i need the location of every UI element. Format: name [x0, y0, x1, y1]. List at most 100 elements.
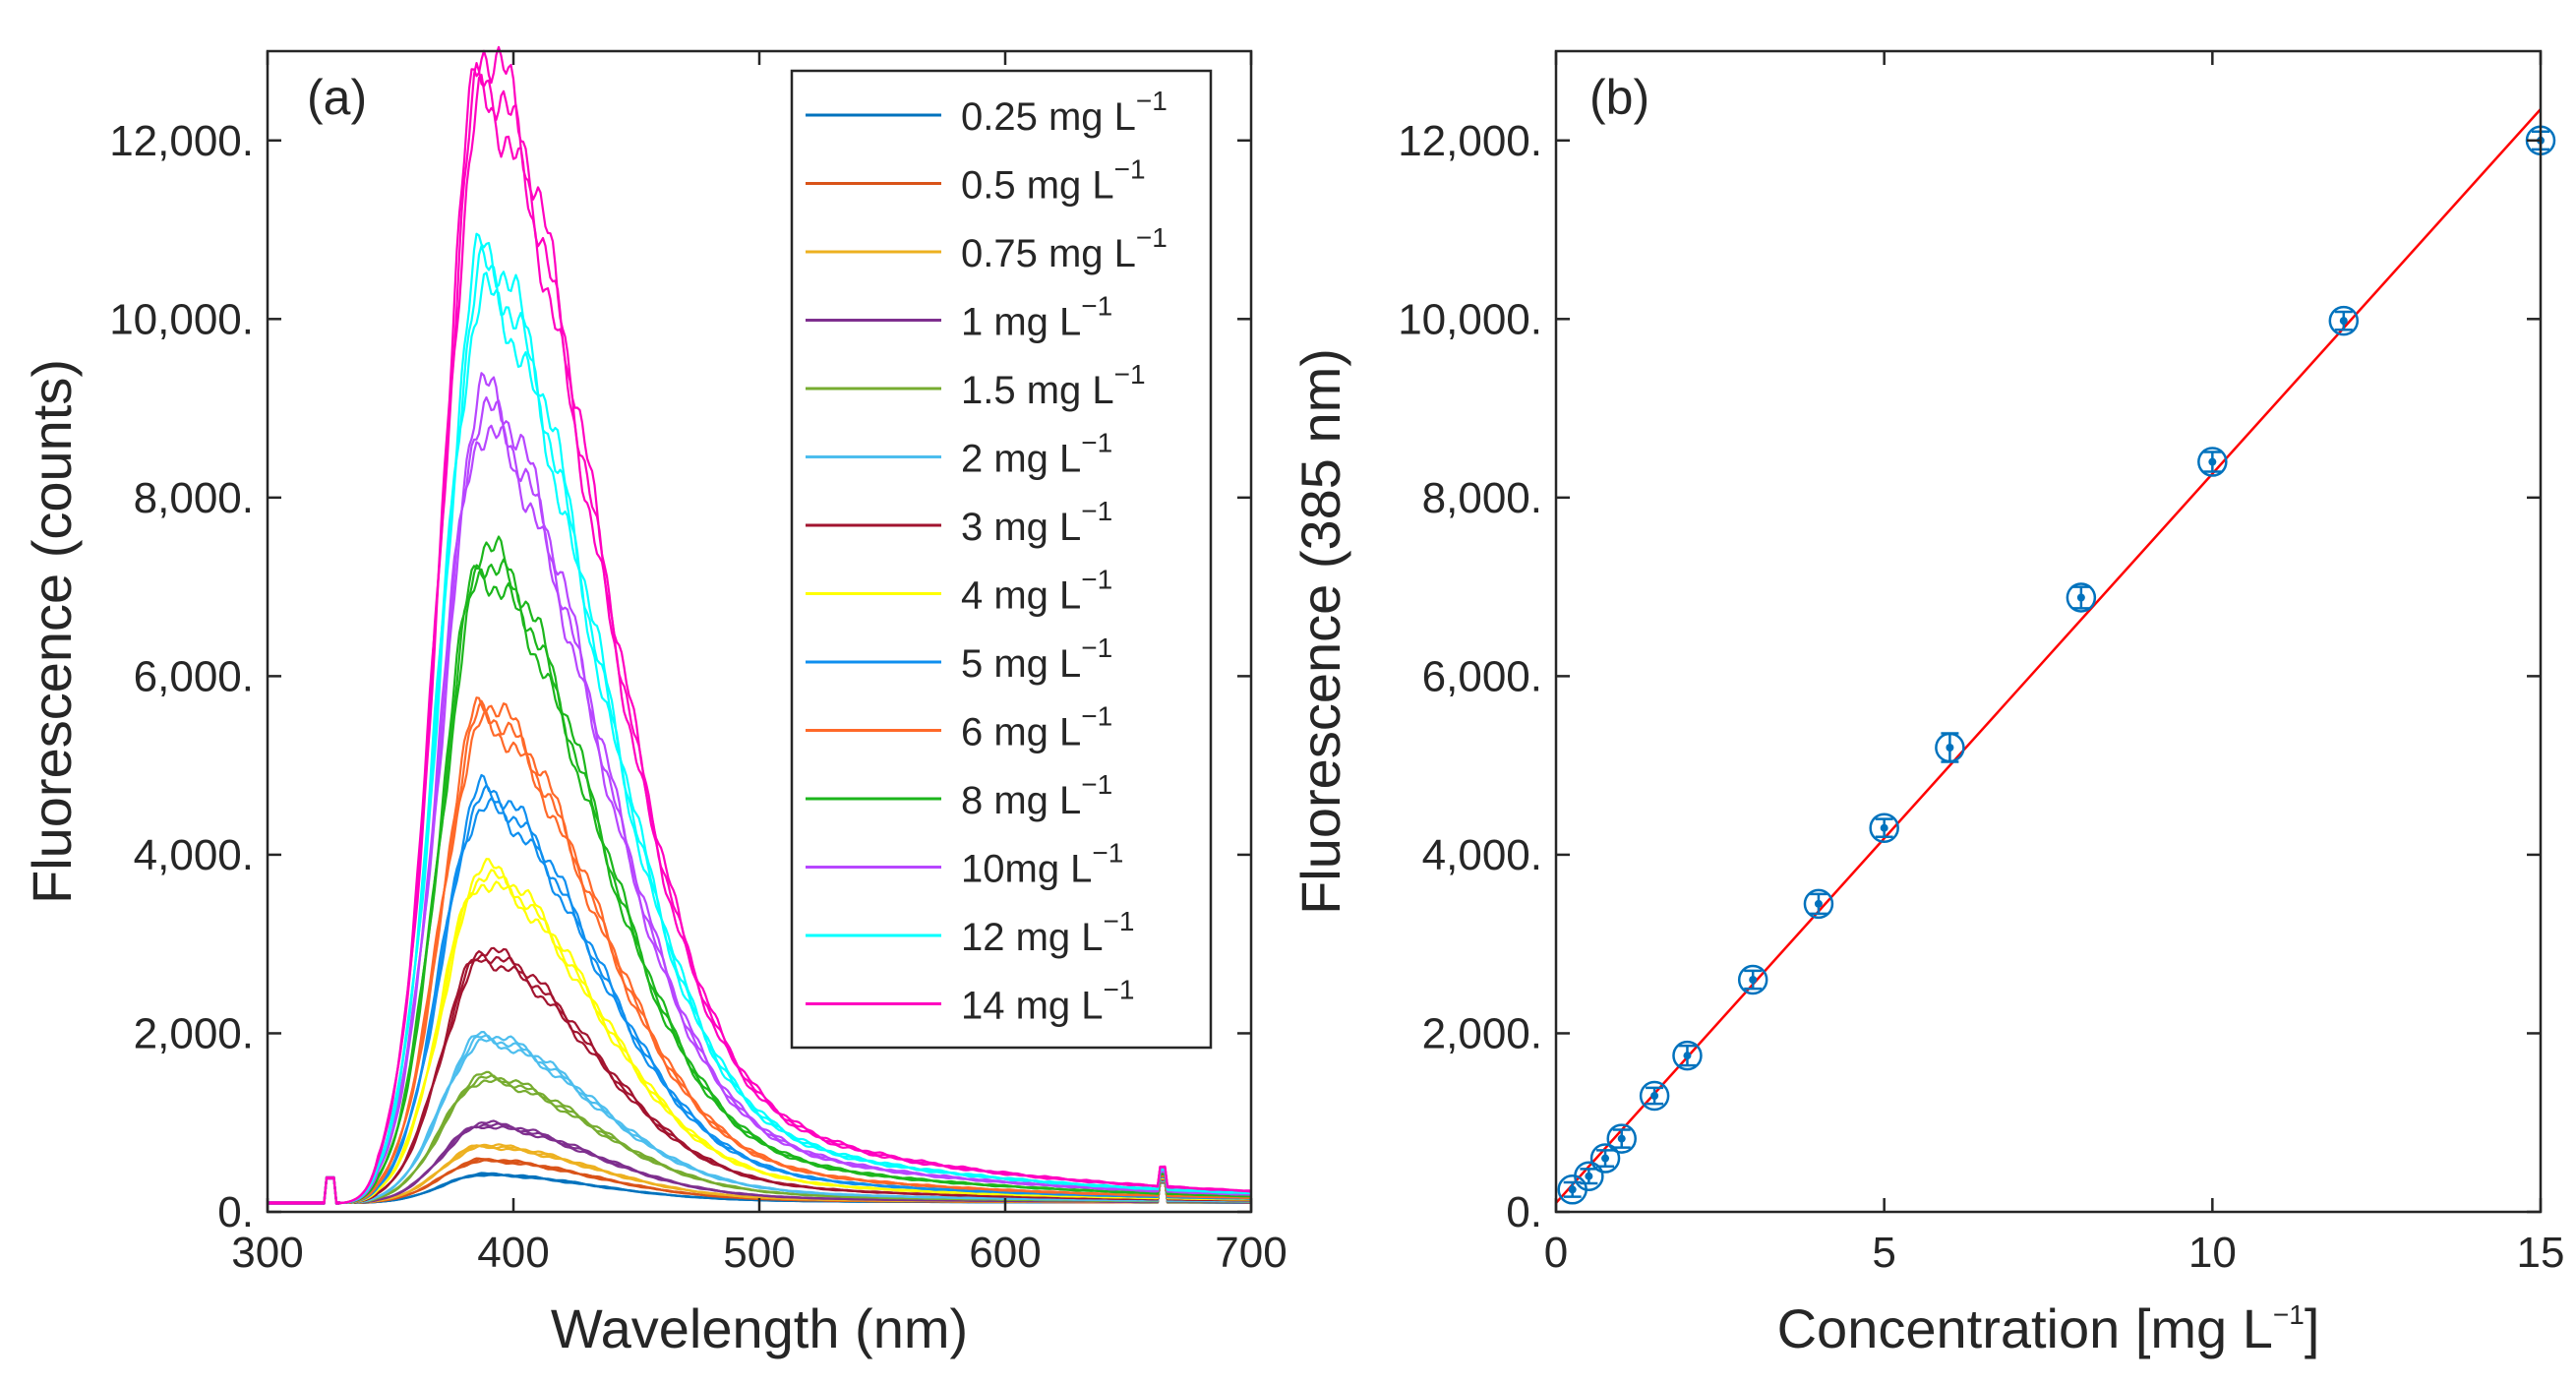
legend-entry: 10mg L−1 [961, 838, 1123, 891]
spectra-x-tick-label: 500 [723, 1229, 795, 1277]
legend-entry-label: 6 mg L [961, 711, 1081, 754]
calibration-point [1574, 1161, 1604, 1191]
data-marker [1606, 1123, 1637, 1154]
spectrum-line [268, 696, 1251, 1204]
data-marker [1935, 732, 1965, 763]
spectra-x-tick-label: 600 [969, 1229, 1041, 1277]
spectra-y-tick-label: 0. [217, 1188, 254, 1236]
calibration-point [2328, 305, 2360, 336]
calibration-x-axis-label-suffix: ] [2305, 1297, 2320, 1359]
calibration-panel: 0 5 10 15 0. 2,000. 4,000. 6,000. 8,000. 10,000. 1… [1289, 49, 2564, 1359]
spectrum-line [268, 232, 1251, 1204]
data-marker [1639, 1080, 1670, 1112]
legend-entry-label: 3 mg L [961, 506, 1081, 549]
calibration-x-tick-label: 0 [1544, 1229, 1568, 1277]
spectra-y-tick-label: 10,000. [109, 295, 254, 343]
calibration-axes-frame [1554, 49, 2543, 1214]
data-marker [1589, 1143, 1621, 1174]
spectra-x-tick-label: 300 [231, 1229, 303, 1277]
legend-entry-label: 1 mg L [961, 301, 1081, 344]
spectrum-line [268, 1031, 1251, 1204]
legend-entry-label: 10mg L [961, 848, 1092, 891]
calibration-y-axis-label: Fluorescence (385 nm) [1289, 348, 1351, 915]
calibration-point [1737, 964, 1768, 995]
calibration-x-tick-label: 5 [1872, 1229, 1895, 1277]
legend-entry-sup: −1 [1114, 359, 1146, 390]
calibration-point [1589, 1143, 1621, 1174]
calibration-x-axis-label-sup: −1 [2273, 1299, 2305, 1330]
spectrum-line [268, 535, 1251, 1204]
spectra-x-axis-label: Wavelength (nm) [551, 1297, 968, 1359]
data-marker-center [1617, 1134, 1626, 1143]
calibration-y-tick-label: 6,000. [1422, 652, 1542, 700]
spectra-series-group [268, 45, 1252, 1205]
spectra-panel: 300 400 500 600 700 0. 2,000. 4,000. 6,000. 8,000… [21, 45, 1288, 1359]
spectrum-line [268, 45, 1251, 1204]
data-marker [1574, 1161, 1604, 1191]
calibration-x-axis-label-main: Concentration [mg L [1777, 1297, 2273, 1359]
data-marker [1737, 964, 1768, 995]
legend-entry: 3 mg L−1 [961, 496, 1112, 549]
legend-entry-sup: −1 [1104, 906, 1135, 936]
calibration-ticks: 0 5 10 15 0. 2,000. 4,000. 6,000. 8,000. 10,000. 1… [1398, 51, 2564, 1277]
data-marker-center [1601, 1154, 1610, 1163]
legend-entry-sup: −1 [1136, 86, 1168, 116]
legend-entry-sup: −1 [1081, 496, 1112, 526]
spectra-y-tick-label: 2,000. [134, 1009, 254, 1057]
legend-entry-label: 0.5 mg L [961, 164, 1114, 208]
legend-entry: 0.5 mg L−1 [961, 154, 1146, 208]
data-marker [1672, 1040, 1703, 1071]
legend-entry-label: 8 mg L [961, 779, 1081, 822]
calibration-point [1869, 813, 1899, 843]
legend-entry-label: 4 mg L [961, 574, 1081, 618]
spectra-y-axis-label: Fluorescence (counts) [21, 359, 83, 904]
legend-entry: 12 mg L−1 [961, 906, 1134, 959]
data-marker [2197, 447, 2228, 477]
legend-entry-sup: −1 [1081, 428, 1112, 458]
calibration-y-tick-label: 2,000. [1422, 1009, 1542, 1057]
spectra-y-tick-label: 6,000. [134, 652, 254, 700]
data-marker [2328, 305, 2360, 336]
calibration-point [1557, 1174, 1588, 1205]
data-marker-center [2339, 317, 2348, 326]
legend-entry-label: 1.5 mg L [961, 369, 1114, 412]
spectrum-line [268, 946, 1251, 1204]
legend-entry: 5 mg L−1 [961, 632, 1112, 686]
data-marker [2066, 582, 2097, 613]
legend-entry-label: 0.25 mg L [961, 95, 1136, 139]
legend-entry-sup: −1 [1114, 154, 1146, 185]
calibration-panel-label: (b) [1589, 70, 1649, 125]
data-marker-center [1568, 1185, 1577, 1194]
calibration-point [1639, 1080, 1670, 1112]
legend-entry-sup: −1 [1081, 701, 1112, 732]
spectrum-line [268, 372, 1252, 1204]
legend-entry-sup: −1 [1104, 975, 1135, 1005]
legend-entry-sup: −1 [1081, 769, 1112, 800]
spectra-x-tick-label: 400 [477, 1229, 549, 1277]
legend-entry: 1 mg L−1 [961, 291, 1112, 344]
legend-entry-label: 2 mg L [961, 438, 1081, 481]
data-marker [1803, 888, 1834, 920]
data-marker-center [1749, 976, 1758, 984]
calibration-x-axis-label: Concentration [mg L−1] [1777, 1297, 2320, 1359]
data-marker-center [1683, 1052, 1692, 1060]
calibration-point [2197, 447, 2228, 477]
data-marker-center [1946, 744, 1954, 752]
spectra-y-tick-label: 4,000. [134, 831, 254, 879]
calibration-point [1672, 1040, 1703, 1071]
legend-entry: 4 mg L−1 [961, 565, 1112, 618]
calibration-y-tick-label: 10,000. [1398, 295, 1542, 343]
legend-entry-sup: −1 [1081, 565, 1112, 595]
spectra-y-tick-label: 8,000. [134, 474, 254, 522]
spectra-x-tick-label: 700 [1215, 1229, 1287, 1277]
spectra-ticks: 300 400 500 600 700 0. 2,000. 4,000. 6,000. 8,000… [109, 51, 1288, 1277]
calibration-x-tick-label: 15 [2517, 1229, 2565, 1277]
legend-entry-label: 5 mg L [961, 642, 1081, 686]
legend-entry-label: 0.75 mg L [961, 232, 1136, 275]
data-marker-center [1650, 1092, 1659, 1100]
legend-entry: 0.25 mg L−1 [961, 86, 1168, 139]
legend-entry: 8 mg L−1 [961, 769, 1112, 822]
spectra-y-tick-label: 12,000. [109, 117, 254, 165]
calibration-y-tick-label: 8,000. [1422, 474, 1542, 522]
